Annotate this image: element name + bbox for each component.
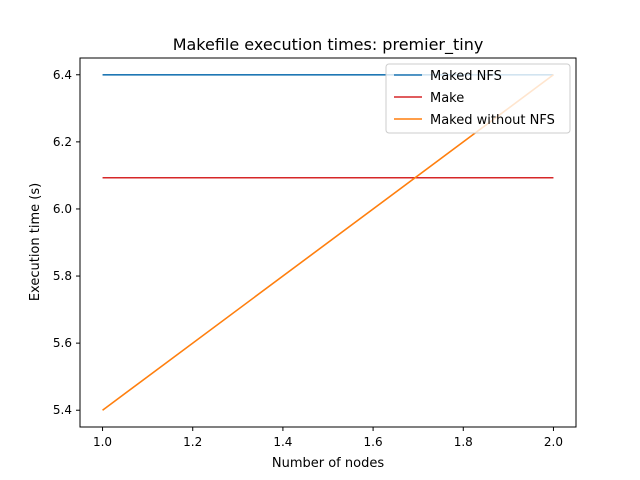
x-tick-label: 1.4 <box>273 435 292 449</box>
x-tick-label: 1.0 <box>93 435 112 449</box>
y-tick-label: 5.8 <box>53 269 72 283</box>
legend-label: Maked NFS <box>430 69 502 84</box>
x-tick-label: 1.6 <box>364 435 383 449</box>
y-tick-label: 6.0 <box>53 202 72 216</box>
y-axis-ticks: 5.4 5.6 5.8 6.0 6.2 6.4 <box>53 68 80 417</box>
y-tick-label: 6.2 <box>53 135 72 149</box>
x-axis-label: Number of nodes <box>272 456 384 471</box>
chart-title: Makefile execution times: premier_tiny <box>173 35 484 55</box>
y-tick-label: 5.6 <box>53 336 72 350</box>
y-axis-label: Execution time (s) <box>28 183 43 301</box>
plot-frame <box>79 57 577 428</box>
x-axis-ticks: 1.0 1.2 1.4 1.6 1.8 2.0 <box>93 427 563 449</box>
legend-label: Make <box>430 91 464 106</box>
y-tick-label: 6.4 <box>53 68 72 82</box>
legend-label: Maked without NFS <box>430 113 555 128</box>
y-tick-label: 5.4 <box>53 403 72 417</box>
x-tick-label: 2.0 <box>544 435 563 449</box>
legend-box <box>385 63 571 134</box>
legend: Maked NFS Make Maked without NFS <box>385 63 571 134</box>
x-tick-label: 1.2 <box>183 435 202 449</box>
x-tick-label: 1.8 <box>454 435 473 449</box>
